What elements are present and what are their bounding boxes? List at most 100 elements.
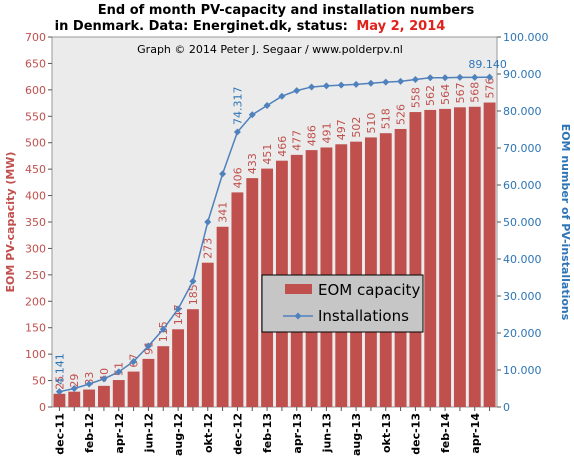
- capacity-bar: [127, 371, 140, 407]
- bar-value-label: 433: [246, 153, 259, 174]
- installations-series: [55, 73, 494, 396]
- x-tick-label: okt-13: [380, 413, 393, 453]
- capacity-bar: [157, 346, 170, 407]
- installations-point: [471, 73, 479, 81]
- installations-point: [426, 74, 434, 82]
- installations-point: [144, 342, 152, 350]
- bar-value-label: 185: [187, 284, 200, 305]
- legend-label-installations: Installations: [318, 307, 409, 325]
- right-tick-label: 70.000: [503, 142, 542, 155]
- installations-point: [219, 170, 227, 178]
- left-axis-title: EOM PV-capacity (MW): [4, 152, 17, 293]
- installation-labels: 4.141 74.317 89.140: [53, 58, 507, 385]
- left-tick-label: 700: [25, 31, 46, 44]
- right-tick-label: 40.000: [503, 253, 542, 266]
- installations-point: [85, 380, 93, 388]
- installations-point: [115, 368, 123, 376]
- right-axis-title: EOM number of PV-installations: [559, 124, 572, 321]
- installations-point: [382, 78, 390, 86]
- installations-point: [100, 375, 108, 383]
- x-tick-label: aug-12: [172, 413, 185, 456]
- installations-point: [130, 357, 138, 365]
- left-tick-label: 450: [25, 163, 46, 176]
- x-tick-label: feb-12: [83, 413, 96, 453]
- chart-title-line1: End of month PV-capacity and installatio…: [98, 3, 475, 18]
- x-tick-label: aug-13: [350, 413, 363, 456]
- legend: EOM capacity Installations: [261, 274, 424, 333]
- bar-value-label: 273: [202, 238, 215, 259]
- bar-value-label: 497: [335, 119, 348, 140]
- right-tick-label: 60.000: [503, 179, 542, 192]
- right-tick-label: 50.000: [503, 216, 542, 229]
- bar-value-label: 466: [276, 136, 289, 157]
- installations-point: [367, 79, 375, 87]
- installation-value-label: 74.317: [231, 87, 244, 125]
- right-tick-label: 10.000: [503, 364, 542, 377]
- installations-point: [278, 92, 286, 100]
- installations-point: [159, 325, 167, 333]
- installations-point: [70, 385, 78, 392]
- left-tick-label: 200: [25, 295, 46, 308]
- legend-diamond-marker: [294, 312, 302, 320]
- x-tick-label: apr-13: [291, 413, 304, 454]
- capacity-bar: [186, 309, 199, 407]
- bar-value-label: 576: [484, 78, 497, 99]
- left-tick-label: 400: [25, 190, 46, 203]
- capacity-bar: [350, 141, 363, 407]
- installation-value-label: 89.140: [468, 58, 507, 71]
- left-tick-label: 300: [25, 242, 46, 255]
- capacity-bar: [439, 108, 452, 407]
- bar-value-label: 567: [454, 82, 467, 103]
- installation-value-label: 4.141: [53, 353, 66, 385]
- bar-value-label: 558: [409, 87, 422, 108]
- x-tick-label: apr-14: [469, 413, 482, 454]
- installations-point: [174, 305, 182, 313]
- left-tick-label: 600: [25, 84, 46, 97]
- installations-point: [486, 73, 494, 81]
- bar-value-label: 406: [231, 167, 244, 188]
- left-tick-label: 50: [32, 375, 46, 388]
- bar-value-label: 25: [53, 376, 66, 390]
- bar-value-label: 564: [439, 84, 452, 105]
- left-tick-label: 500: [25, 137, 46, 150]
- capacity-bar: [424, 109, 437, 407]
- installations-point: [204, 218, 212, 226]
- bar-value-label: 486: [306, 125, 319, 146]
- bar-value-label: 29: [68, 374, 81, 388]
- right-tick-label: 20.000: [503, 327, 542, 340]
- x-tick-label: okt-12: [202, 413, 215, 453]
- legend-label-capacity: EOM capacity: [318, 281, 420, 299]
- right-tick-label: 0: [503, 401, 510, 414]
- installations-point: [352, 80, 360, 88]
- installations-point: [308, 83, 316, 91]
- installations-point: [263, 101, 271, 109]
- capacity-bar: [246, 178, 259, 407]
- capacity-bar: [201, 262, 214, 407]
- bar-value-label: 568: [469, 82, 482, 103]
- capacity-bar: [83, 389, 96, 407]
- x-tick-label: dec-12: [231, 413, 244, 455]
- bar-value-label: 451: [261, 144, 274, 165]
- x-tick-label: apr-12: [113, 413, 126, 454]
- status-date: May 2, 2014: [356, 19, 445, 34]
- right-tick-label: 90.000: [503, 68, 542, 81]
- capacity-bar: [97, 385, 110, 407]
- capacity-bar: [453, 107, 466, 408]
- installations-point: [233, 128, 241, 136]
- left-tick-label: 650: [25, 57, 46, 70]
- left-tick-label: 100: [25, 348, 46, 361]
- installations-point: [322, 82, 330, 90]
- right-tick-label: 80.000: [503, 105, 542, 118]
- capacity-bar: [216, 226, 229, 407]
- capacity-bar: [409, 112, 422, 407]
- bar-value-label: 518: [380, 108, 393, 129]
- left-tick-label: 550: [25, 110, 46, 123]
- capacity-bar: [483, 102, 496, 407]
- capacity-bar: [364, 137, 377, 407]
- plot-area: [51, 36, 498, 408]
- capacity-bar: [53, 393, 66, 407]
- installations-point: [411, 76, 419, 84]
- right-tick-label: 30.000: [503, 290, 542, 303]
- capacity-bar: [379, 133, 392, 407]
- installations-point: [293, 87, 301, 95]
